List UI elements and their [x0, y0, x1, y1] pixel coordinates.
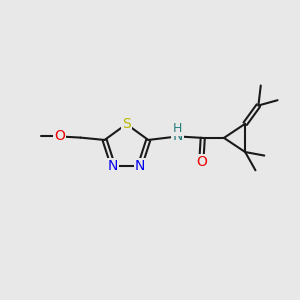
Text: N: N	[108, 159, 118, 172]
Text: S: S	[122, 117, 131, 131]
Text: N: N	[172, 129, 183, 143]
Text: N: N	[135, 159, 145, 172]
Text: O: O	[54, 129, 65, 143]
Text: O: O	[196, 155, 207, 169]
Text: H: H	[173, 122, 182, 135]
